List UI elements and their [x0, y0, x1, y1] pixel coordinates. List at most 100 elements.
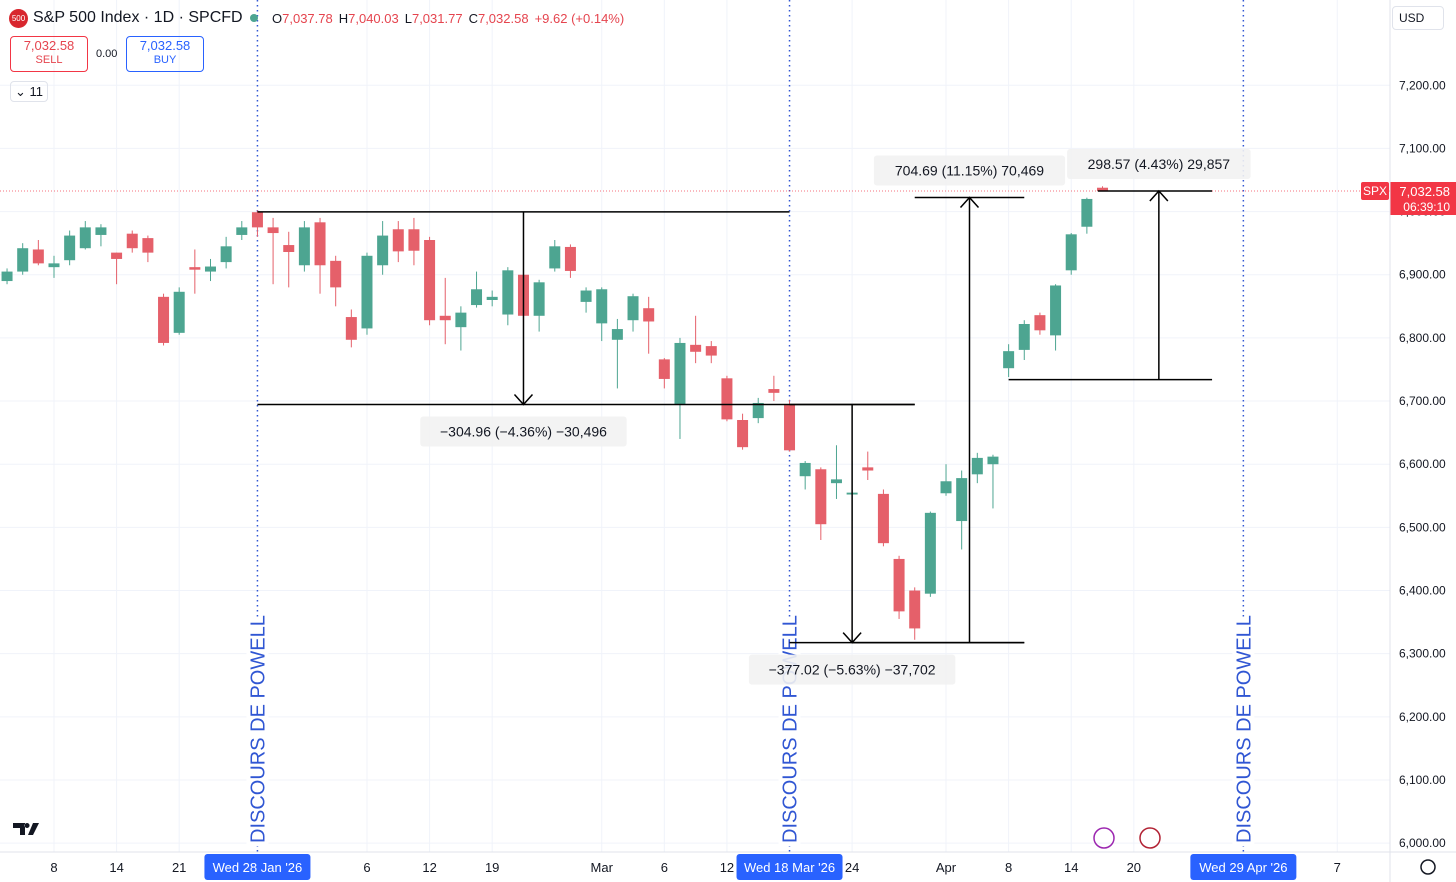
candle-body [1065, 234, 1077, 271]
candle-body [17, 248, 29, 272]
y-tick-label: 7,200.00 [1399, 78, 1446, 92]
candle-body [940, 481, 952, 494]
x-tick-label: 14 [1064, 860, 1078, 875]
x-tick-label: 8 [50, 860, 57, 875]
candle-body [674, 342, 686, 405]
candle-body [79, 227, 91, 249]
candle-body [314, 222, 326, 266]
indicators-toggle[interactable]: ⌄ 11 [10, 81, 48, 102]
x-tick-label: 6 [661, 860, 668, 875]
tv-logo [13, 823, 39, 835]
event-label: DISCOURS DE POWELL [780, 615, 802, 843]
sell-button[interactable]: 7,032.58 SELL [10, 36, 88, 72]
x-tick-label: 7 [1334, 860, 1341, 875]
candle-body [345, 317, 357, 340]
arrow-head [959, 196, 980, 208]
event-date: Wed 18 Mar '26 [744, 860, 835, 875]
event-label: DISCOURS DE POWELL [247, 615, 269, 843]
candle-body [690, 344, 702, 352]
candle-body [377, 235, 389, 266]
indicator-count: 11 [29, 84, 44, 99]
candle-body [236, 227, 248, 235]
y-tick-label: 6,200.00 [1399, 710, 1446, 724]
currency[interactable]: USD [1392, 6, 1444, 30]
x-tick-label: Mar [591, 860, 614, 875]
countdown: 06:39:10 [1403, 200, 1450, 214]
event-date-bg [1190, 854, 1297, 880]
buy-price: 7,032.58 [139, 38, 191, 53]
candle-body [721, 378, 733, 420]
y-tick-label: 6,300.00 [1399, 647, 1446, 661]
title: S&P 500 Index · 1D · SPCFD [33, 9, 243, 26]
y-tick-label: 6,500.00 [1399, 520, 1446, 534]
measure-label: 704.69 (11.15%) 70,469 [895, 162, 1044, 178]
sell-price: 7,032.58 [23, 38, 75, 53]
arrow-head [842, 632, 862, 644]
candle-body [48, 263, 60, 268]
x-tick-label: 20 [1127, 860, 1141, 875]
candle-body [64, 235, 76, 261]
sell-label: SELL [35, 54, 63, 66]
candle-body [799, 462, 811, 477]
candle-body [439, 315, 451, 321]
candle-body [752, 402, 764, 419]
y-tick-label: 6,400.00 [1399, 584, 1446, 598]
candle-body [549, 246, 561, 269]
measure-label-bg [748, 654, 956, 685]
candle-body [1050, 285, 1062, 336]
candle-body [204, 266, 216, 272]
ohlc-value: 7,040.03 [348, 11, 399, 26]
candle-body [862, 467, 874, 471]
candle-body [877, 493, 889, 544]
candle-body [737, 420, 749, 448]
ohlc: O7,037.78 H7,040.03 L7,031.77 C7,032.58 +9.6… [272, 11, 624, 26]
x-tick-label: 24 [845, 860, 859, 875]
x-tick-label: 12 [720, 860, 734, 875]
candle-body [111, 252, 123, 259]
candle-body [643, 308, 655, 322]
y-tick-label: 6,000.00 [1399, 836, 1446, 850]
y-tick-label: 6,600.00 [1399, 457, 1446, 471]
measure-label-bg [1067, 148, 1251, 179]
candle-body [1, 271, 13, 282]
candle-body [455, 312, 467, 328]
logo: 500 [9, 9, 28, 28]
candle-body [424, 240, 436, 321]
buy-button[interactable]: 7,032.58 BUY [126, 36, 204, 72]
event-date: Wed 28 Jan '26 [213, 860, 303, 875]
ohlc-value: 7,031.77 [411, 11, 463, 26]
symbol-tag-text: SPX [1363, 184, 1387, 198]
candle-body [815, 469, 827, 525]
measure-label-bg [873, 155, 1066, 186]
ohlc-key: O [272, 11, 283, 26]
event-date-bg [736, 854, 843, 880]
candle-body [564, 246, 576, 271]
candle-body [611, 329, 623, 340]
ohlc-key: C [468, 11, 478, 26]
candle-body [956, 478, 968, 522]
x-tick-label: 19 [485, 860, 499, 875]
measure-label: 298.57 (4.43%) 29,857 [1088, 156, 1231, 172]
spread: 0.00 [96, 48, 118, 60]
arrow-head [1149, 189, 1169, 202]
status-dot [250, 14, 258, 22]
candle-body [158, 296, 170, 343]
ohlc-key: L [404, 11, 412, 26]
candle-body [361, 255, 373, 329]
candle-body [658, 359, 670, 379]
change: +9.62 (+0.14%) [534, 11, 625, 26]
ohlc-value: 7,037.78 [282, 11, 333, 26]
event-date: Wed 29 Apr '26 [1199, 860, 1287, 875]
y-tick-label: 6,800.00 [1399, 331, 1446, 345]
candle-body [596, 289, 608, 324]
candle-body [768, 389, 780, 393]
icon-flag [1139, 827, 1161, 849]
x-tick-label: Apr [936, 860, 957, 875]
ohlc-value: 7,032.58 [477, 11, 529, 26]
icon-lightning [1093, 827, 1115, 849]
event-label-bg [1232, 620, 1255, 846]
y-tick-label: 6,700.00 [1399, 394, 1446, 408]
candle-body [126, 233, 138, 249]
